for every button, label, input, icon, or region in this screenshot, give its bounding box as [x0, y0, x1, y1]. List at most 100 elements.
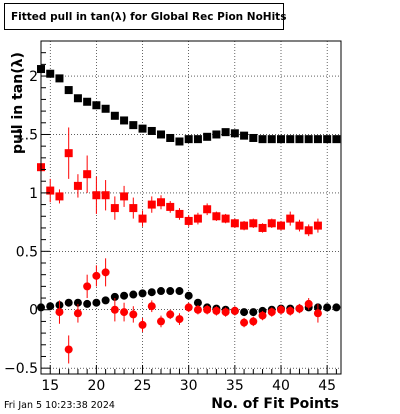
- data-point-square: [73, 181, 82, 190]
- data-point-square: [323, 135, 332, 144]
- data-point-circle: [277, 305, 285, 314]
- data-point-square: [277, 221, 285, 230]
- y-tick-label: −0.5: [4, 361, 38, 377]
- title-box: Fitted pull in tan(λ) for Global Rec Pio…: [4, 3, 287, 30]
- data-point-circle: [101, 268, 110, 277]
- x-axis-label: No. of Fit Points: [211, 396, 339, 412]
- data-point-square: [175, 209, 184, 218]
- data-point-circle: [249, 308, 258, 317]
- data-point-circle: [212, 306, 221, 315]
- data-point-circle: [166, 287, 175, 296]
- data-point-square: [203, 132, 212, 141]
- data-point-circle: [138, 320, 147, 329]
- data-point-circle: [295, 304, 304, 313]
- data-point-square: [313, 221, 322, 230]
- data-point-circle: [92, 271, 101, 280]
- data-marks: [37, 41, 341, 364]
- data-point-circle: [184, 291, 193, 300]
- data-point-circle: [55, 308, 64, 317]
- data-point-circle: [157, 287, 165, 296]
- data-point-circle: [175, 315, 184, 324]
- data-point-circle: [101, 296, 110, 305]
- data-point-square: [138, 124, 147, 133]
- data-point-circle: [221, 308, 230, 317]
- data-point-circle: [332, 303, 341, 312]
- axis-ticks: 15 20 25 30 35 40 45 −0.5 0 0.5 1 1.5 2: [4, 52, 337, 394]
- data-point-circle: [304, 299, 313, 308]
- data-point-square: [240, 131, 249, 140]
- data-point-square: [110, 111, 119, 120]
- x-tick-label: 30: [180, 378, 198, 394]
- data-point-square: [184, 135, 193, 144]
- data-point-circle: [240, 318, 249, 327]
- data-point-square: [55, 74, 64, 83]
- data-point-square: [129, 121, 138, 130]
- data-point-square: [304, 135, 313, 144]
- data-point-square: [147, 126, 156, 135]
- x-tick-label: 40: [272, 378, 290, 394]
- data-point-square: [267, 219, 276, 228]
- data-point-circle: [73, 298, 82, 307]
- x-tick-label: 35: [226, 378, 244, 394]
- data-point-square: [147, 200, 156, 209]
- data-point-circle: [92, 298, 101, 307]
- data-point-circle: [46, 302, 55, 311]
- data-point-square: [193, 135, 202, 144]
- data-point-circle: [147, 302, 156, 311]
- series-1: [37, 41, 322, 296]
- data-point-square: [129, 204, 138, 213]
- data-point-circle: [120, 291, 129, 300]
- data-point-square: [193, 214, 202, 223]
- data-point-square: [295, 135, 304, 144]
- x-tick-label: 25: [134, 378, 152, 394]
- data-point-circle: [175, 287, 184, 296]
- data-point-square: [184, 216, 193, 225]
- data-point-square: [286, 214, 295, 223]
- x-tick-label: 15: [41, 378, 59, 394]
- data-point-circle: [323, 303, 332, 312]
- data-point-square: [249, 219, 258, 228]
- data-point-square: [249, 133, 258, 142]
- data-point-square: [175, 137, 184, 146]
- data-point-circle: [110, 305, 119, 314]
- data-point-circle: [110, 292, 119, 301]
- data-point-square: [46, 69, 55, 78]
- data-point-square: [277, 135, 285, 144]
- data-point-square: [55, 192, 64, 201]
- data-point-circle: [129, 310, 138, 319]
- data-point-circle: [73, 309, 82, 318]
- data-point-square: [110, 204, 119, 213]
- data-point-square: [221, 128, 230, 137]
- y-axis-label: pull in tan(λ): [10, 52, 26, 154]
- data-point-square: [267, 135, 276, 144]
- data-point-circle: [313, 309, 322, 318]
- data-point-circle: [203, 305, 212, 314]
- data-point-circle: [147, 288, 156, 297]
- chart-title: Fitted pull in tan(λ) for Global Rec Pio…: [11, 11, 287, 23]
- data-point-circle: [230, 306, 239, 315]
- data-point-circle: [83, 282, 92, 291]
- grid-lines: [41, 41, 341, 374]
- data-point-square: [304, 226, 313, 235]
- data-point-circle: [193, 298, 202, 307]
- data-point-square: [240, 221, 249, 230]
- data-point-square: [230, 219, 239, 228]
- data-point-circle: [240, 308, 249, 317]
- data-point-square: [166, 202, 175, 211]
- data-point-square: [138, 214, 147, 223]
- data-point-circle: [267, 308, 276, 317]
- data-point-circle: [64, 345, 73, 354]
- data-point-square: [203, 205, 212, 214]
- data-point-square: [46, 186, 55, 195]
- data-point-square: [83, 170, 92, 179]
- y-tick-label: 0: [29, 303, 38, 319]
- data-point-square: [313, 135, 322, 144]
- data-point-circle: [83, 299, 92, 308]
- data-point-square: [64, 149, 73, 158]
- y-tick-label: 0.5: [16, 244, 38, 260]
- data-point-square: [295, 221, 304, 230]
- data-point-circle: [157, 317, 165, 326]
- series-3: [55, 258, 322, 364]
- timestamp: Fri Jan 5 10:23:38 2024: [4, 400, 115, 411]
